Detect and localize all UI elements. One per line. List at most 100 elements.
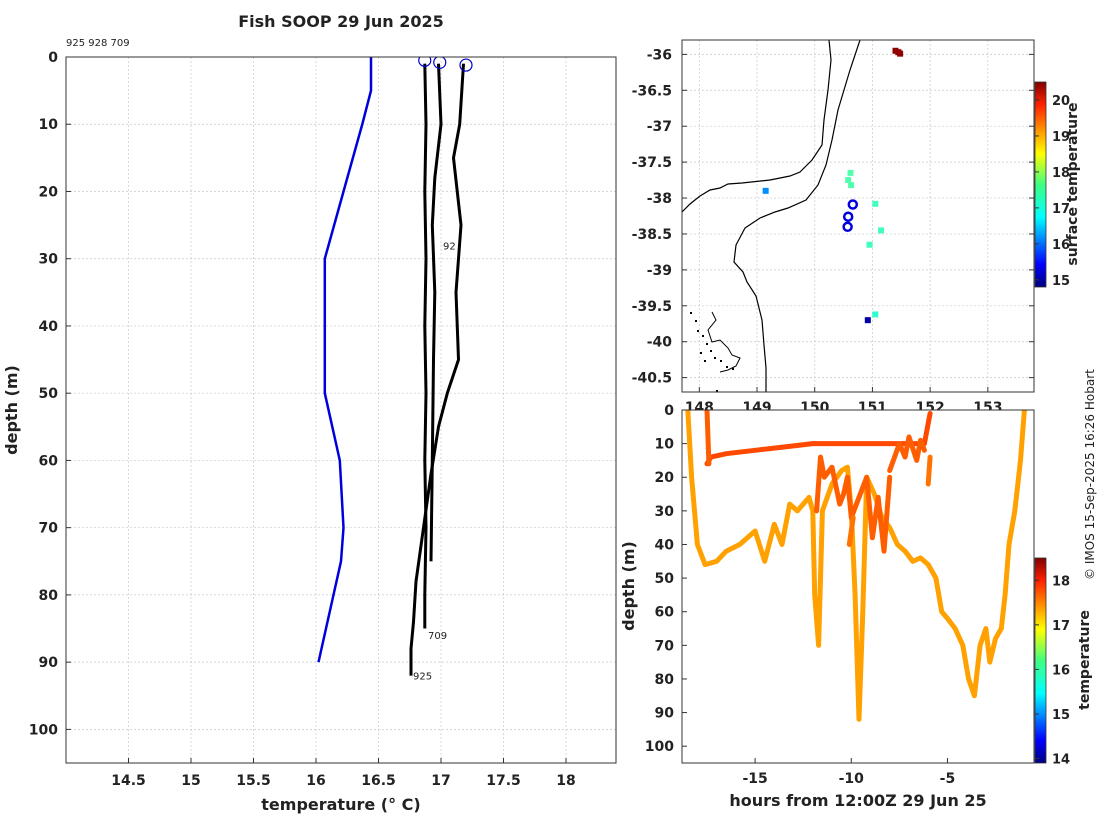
island-dot — [726, 366, 728, 368]
map-y-tick-label: -36.5 — [632, 83, 672, 99]
tow-track — [704, 410, 712, 467]
map-colorbar-tick-label: 19 — [1052, 130, 1070, 145]
timeseries-colorbar — [1034, 557, 1047, 764]
ts-y-tick-label: 30 — [655, 504, 675, 520]
ts-y-tick-label: 10 — [655, 437, 675, 453]
map-y-tick-label: -38.5 — [632, 227, 672, 243]
y-tick-label: 90 — [39, 655, 59, 671]
x-tick-label: 16.5 — [361, 773, 396, 789]
profile-id-labels: 709 925 92 — [413, 241, 456, 682]
profile-location-marker — [847, 199, 859, 210]
map-y-tick-label: -40 — [647, 335, 673, 351]
surface-temp-point — [762, 187, 769, 194]
ts-x-tick-label: -5 — [940, 771, 956, 787]
timeseries-colorbar-label: temperature — [1077, 610, 1093, 710]
surface-temp-point — [872, 200, 879, 207]
profile-panel: Fish SOOP 29 Jun 2025 925 928 709 14.5 15… — [2, 12, 617, 814]
profile-line-709 — [423, 63, 428, 629]
map-colorbar-tick-label: 18 — [1052, 166, 1070, 181]
map-colorbar-tick-label: 15 — [1052, 274, 1070, 289]
profile-location-marker — [842, 211, 854, 222]
map-y-tick-label: -37 — [647, 119, 672, 135]
tow-track — [685, 410, 1027, 722]
ts-y-tick-label: 40 — [655, 537, 675, 553]
y-tick-label: 50 — [39, 386, 59, 402]
surface-circle — [459, 58, 473, 72]
x-tick-label: 15 — [181, 773, 200, 789]
surface-temp-point — [864, 317, 871, 324]
ts-y-tick-label: 100 — [645, 739, 674, 755]
island-dot — [700, 352, 702, 354]
timeseries-ylabel: depth (m) — [619, 541, 638, 631]
map-y-tick-label: -38 — [647, 191, 672, 207]
surface-temp-point — [878, 227, 885, 234]
y-tick-label: 100 — [29, 722, 58, 738]
timeseries-ticks: -15 -10 -5 0 10 20 30 40 50 60 70 80 90 100 — [645, 403, 955, 787]
profile-series — [409, 63, 465, 676]
island-dot — [732, 368, 734, 370]
island-dot — [697, 330, 699, 332]
y-tick-label: 80 — [39, 588, 59, 604]
island-dot — [710, 350, 712, 352]
map-grid — [682, 40, 1034, 392]
x-tick-label: 17.5 — [486, 773, 521, 789]
ts-colorbar-tick-label: 14 — [1052, 753, 1070, 768]
ts-y-tick-label: 70 — [655, 638, 675, 654]
y-tick-label: 60 — [39, 453, 59, 469]
timeseries-panel: -15 -10 -5 0 10 20 30 40 50 60 70 80 90 100 hours fro… — [619, 403, 1093, 810]
profile-xlabel: temperature (° C) — [261, 795, 420, 814]
ts-y-tick-label: 20 — [655, 470, 675, 486]
ts-y-tick-label: 60 — [655, 605, 675, 621]
y-tick-label: 20 — [39, 184, 59, 200]
timeseries-colorbar-ticks: 14 15 16 17 18 — [1035, 574, 1070, 768]
profile-line-928 — [429, 63, 443, 562]
map-axes-frame — [681, 39, 1035, 393]
surface-temp-point — [845, 177, 852, 184]
map-colorbar-tick-label: 16 — [1052, 238, 1070, 253]
surface-temp-point — [866, 241, 873, 248]
y-tick-label: 40 — [39, 319, 59, 335]
tow-track — [925, 454, 933, 487]
map-y-tick-label: -39 — [647, 263, 672, 279]
map-y-tick-label: -37.5 — [632, 155, 672, 171]
profile-id-label: 925 — [413, 672, 432, 683]
surface-circle — [418, 57, 432, 67]
surface-temp-point — [872, 311, 879, 318]
x-tick-label: 17 — [431, 773, 450, 789]
ts-y-tick-label: 80 — [655, 672, 675, 688]
profile-id-header: 925 928 709 — [66, 38, 130, 49]
profile-grid — [66, 56, 616, 763]
profile-id-label: 92 — [443, 241, 456, 252]
y-tick-label: 70 — [39, 521, 59, 537]
x-tick-label: 18 — [556, 773, 575, 789]
island-dot — [704, 360, 706, 362]
map-colorbar-tick-label: 17 — [1052, 202, 1070, 217]
tow-track — [814, 454, 893, 554]
island-dot — [695, 320, 697, 322]
climatology-series — [317, 57, 373, 663]
ts-colorbar-tick-label: 18 — [1052, 574, 1070, 589]
ts-y-tick-label: 90 — [655, 706, 675, 722]
tow-track — [846, 515, 856, 547]
surface-temp-point — [848, 182, 855, 189]
profile-id-label: 709 — [428, 631, 447, 642]
island-dot — [706, 343, 708, 345]
watermark: © IMOS 15-Sep-2025 16:26 Hobart — [1083, 369, 1097, 580]
surface-temp-point — [897, 50, 904, 57]
surface-circle — [433, 57, 447, 69]
map-y-tick-label: -36 — [647, 47, 672, 63]
climatology-line — [317, 57, 373, 663]
shelf-break — [733, 40, 861, 392]
coastline — [682, 40, 832, 213]
island-dot — [720, 360, 722, 362]
timeseries-axes-frame — [681, 409, 1035, 764]
surface-temp-point — [847, 169, 854, 176]
ts-colorbar-tick-label: 16 — [1052, 663, 1070, 678]
profile-ticks: 14.5 15 15.5 16 16.5 17 17.5 18 0 10 20 30 40 50 60 70 8… — [29, 50, 576, 789]
ts-x-tick-label: -10 — [839, 771, 865, 787]
tow-track — [887, 434, 927, 473]
chart-title: Fish SOOP 29 Jun 2025 — [238, 12, 444, 31]
x-tick-label: 14.5 — [111, 773, 146, 789]
map-ticks: -36 -36.5 -37 -37.5 -38 -38.5 -39 -39.5 -40 -40.5… — [632, 47, 1034, 416]
ts-y-tick-label: 50 — [655, 571, 675, 587]
